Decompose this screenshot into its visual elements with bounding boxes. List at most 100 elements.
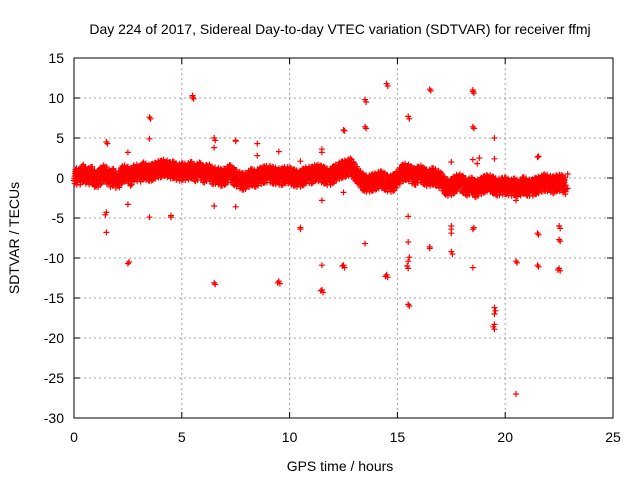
outlier-point [491,304,498,311]
outlier-point [564,185,571,192]
band-point [419,164,426,171]
outlier-point [448,159,455,165]
outlier-point [555,267,562,273]
band-point [359,170,366,177]
outlier-point [470,125,477,132]
outlier-point [363,125,370,132]
band-point [561,174,568,181]
data-points [71,80,571,397]
x-tick-labels: 0 5 10 15 20 25 [70,429,621,445]
outlier-point [469,156,476,163]
outlier-point [297,224,304,231]
outlier-point [512,391,519,397]
x-tick-label: 10 [282,429,298,445]
outlier-point [384,83,391,89]
outlier-point [146,135,153,142]
band-point [562,182,569,189]
outlier-point [124,149,131,156]
y-tick-labels: -30 -25 -20 -15 -10 -5 0 5 10 15 [44,50,64,426]
outlier-point [362,240,369,247]
outlier-point [492,307,499,314]
outlier-point [318,262,325,269]
outlier-point [297,158,304,165]
outlier-point [476,155,483,161]
outlier-point [535,231,542,238]
outlier-point [405,258,412,265]
outlier-point [362,184,369,191]
outlier-point [232,203,239,210]
outlier-point [103,229,110,236]
outlier-point [426,245,433,252]
outlier-point [275,148,282,155]
band-point [82,163,89,170]
outlier-point [404,263,411,269]
chart-title: Day 224 of 2017, Sidereal Day-to-day VTE… [89,21,590,37]
outlier-point [514,259,521,266]
outlier-point [491,326,498,333]
x-tick-label: 25 [605,429,621,445]
outlier-point [448,230,455,237]
outlier-point [318,149,325,156]
outlier-point [363,99,370,105]
outlier-point [254,152,261,159]
outlier-point [340,189,347,196]
outlier-point [254,140,261,147]
plot-frame [73,57,614,419]
outlier-point [491,311,498,317]
outlier-point [211,144,218,151]
outlier-point [427,87,434,94]
band-point [226,161,233,168]
outlier-point [274,279,281,286]
y-tick-label: -30 [44,410,64,426]
outlier-point [275,167,282,173]
outlier-point [449,251,456,257]
outlier-point [535,263,542,270]
outlier-point [469,88,476,95]
outlier-point [168,214,175,221]
outlier-point [145,177,152,184]
outlier-point [557,238,564,245]
outlier-point [102,211,109,218]
outlier-point [474,160,481,167]
grid [74,58,613,418]
y-axis-title: SDTVAR / TECUs [6,182,22,294]
band-point [97,181,104,188]
band-point [229,164,236,171]
outlier-point [564,171,571,177]
y-tick-label: 0 [56,170,64,186]
outlier-point [341,127,348,134]
outlier-point [147,115,154,122]
outlier-point [406,303,413,309]
outlier-point [124,201,131,208]
y-tick-label: -10 [44,250,64,266]
band-point [558,172,565,179]
x-axis-title: GPS time / hours [287,458,394,474]
outlier-point [382,273,389,280]
x-tick-label: 20 [497,429,513,445]
axis-ticks [73,57,614,419]
outlier-point [470,224,477,231]
outlier-point [557,225,564,232]
y-tick-label: 15 [48,50,64,66]
band-point [489,173,496,180]
x-tick-label: 0 [70,429,78,445]
y-tick-label: -20 [44,330,64,346]
band-point [91,167,98,173]
outlier-point [189,94,196,101]
outlier-point [405,213,412,220]
outlier-point [317,287,324,294]
y-tick-label: 10 [48,90,64,106]
outlier-point [406,115,413,122]
outlier-point [232,138,239,145]
y-tick-label: -15 [44,290,64,306]
y-tick-label: 5 [56,130,64,146]
outlier-point [212,281,219,288]
outlier-point [104,140,111,147]
outlier-point [491,135,498,141]
outlier-point [512,197,519,204]
outlier-point [534,154,541,161]
outlier-point [405,239,412,245]
outlier-point [318,197,325,204]
outlier-point [406,254,413,261]
